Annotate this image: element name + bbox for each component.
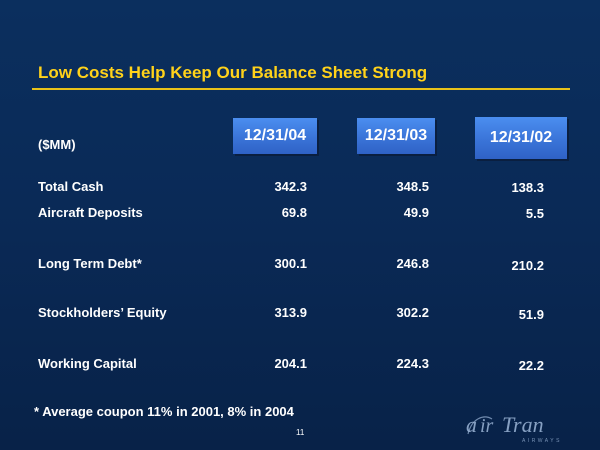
cell-working-capital-2003: 224.3	[396, 356, 429, 371]
cell-aircraft-deposits-2004: 69.8	[281, 205, 307, 220]
airtran-logo: a ir Tran AIRWAYS	[466, 412, 562, 444]
cell-total-cash-2004: 342.3	[274, 179, 307, 194]
cell-long-term-debt-2002: 210.2	[511, 258, 544, 273]
cell-long-term-debt-2004: 300.1	[274, 256, 307, 271]
title-underline	[32, 88, 570, 90]
cell-stockholders-equity-2003: 302.2	[396, 305, 429, 320]
slide-title: Low Costs Help Keep Our Balance Sheet St…	[38, 63, 428, 82]
column-header-2002: 12/31/02	[475, 117, 567, 159]
cell-total-cash-2002: 138.3	[511, 180, 544, 195]
cell-stockholders-equity-2002: 51.9	[518, 307, 544, 322]
row-label-stockholders-equity: Stockholders’ Equity	[38, 305, 167, 320]
row-label-total-cash: Total Cash	[38, 179, 104, 194]
row-label-aircraft-deposits: Aircraft Deposits	[38, 205, 143, 220]
cell-long-term-debt-2003: 246.8	[396, 256, 429, 271]
cell-aircraft-deposits-2003: 49.9	[403, 205, 429, 220]
svg-text:a: a	[466, 412, 477, 437]
cell-stockholders-equity-2004: 313.9	[274, 305, 307, 320]
cell-working-capital-2002: 22.2	[518, 358, 544, 373]
cell-aircraft-deposits-2002: 5.5	[525, 206, 544, 221]
page-number: 11	[296, 428, 305, 437]
footnote: * Average coupon 11% in 2001, 8% in 2004	[34, 404, 294, 419]
svg-text:Tran: Tran	[502, 412, 544, 437]
cell-total-cash-2003: 348.5	[396, 179, 429, 194]
row-label-long-term-debt: Long Term Debt*	[38, 256, 142, 271]
cell-working-capital-2004: 204.1	[274, 356, 307, 371]
column-header-2004: 12/31/04	[233, 118, 317, 154]
unit-label: ($MM)	[38, 137, 76, 152]
svg-text:ir: ir	[480, 415, 494, 437]
column-header-2003: 12/31/03	[357, 118, 435, 154]
svg-text:AIRWAYS: AIRWAYS	[522, 438, 562, 444]
row-label-working-capital: Working Capital	[38, 356, 137, 371]
